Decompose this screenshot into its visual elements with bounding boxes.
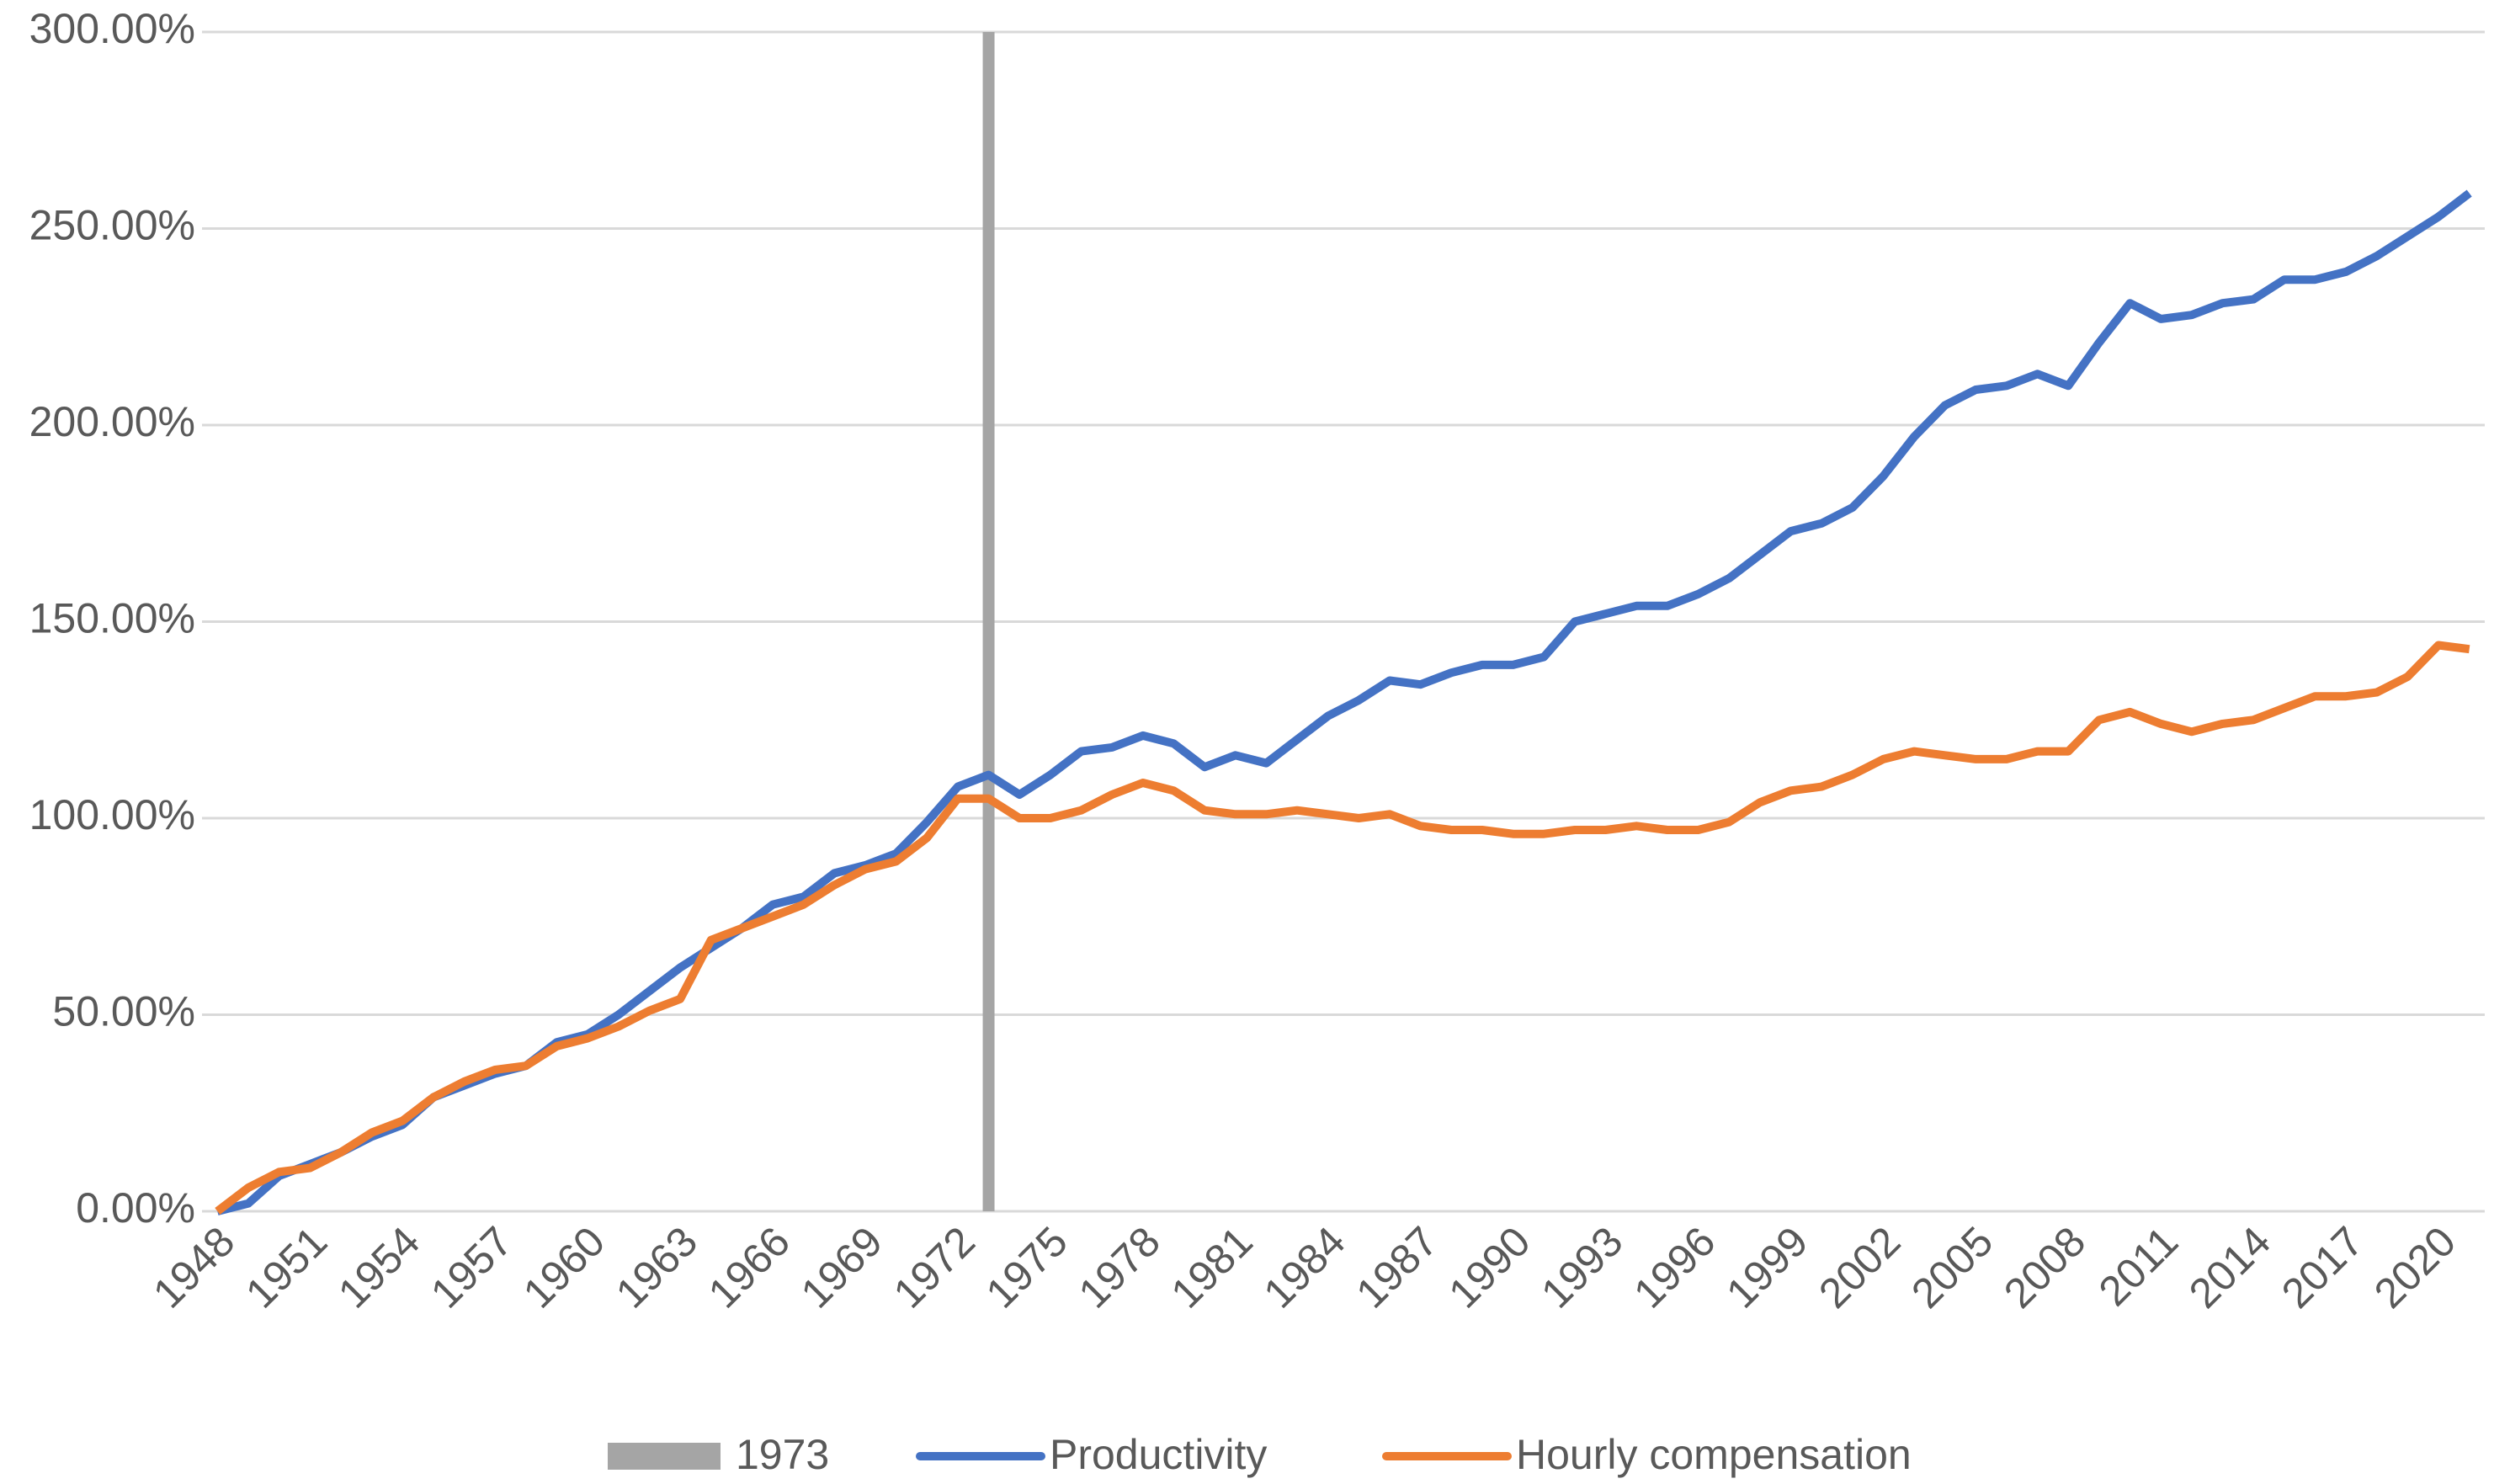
x-tick-label: 1990 [1439,1218,1539,1317]
x-tick-label: 1960 [514,1218,614,1317]
x-tick-label: 2005 [1902,1218,2002,1317]
y-tick-label: 150.00% [29,595,195,642]
x-tick-label: 1978 [1070,1218,1169,1317]
line-series [215,641,2470,1215]
x-tick-label: 1951 [237,1218,336,1317]
x-tick-label: 1966 [699,1218,799,1317]
x-tick-label: 1957 [422,1218,521,1317]
x-tick-label: 2011 [2090,1218,2188,1316]
legend-label: Productivity [1050,1431,1267,1478]
x-tick-label: 2008 [1995,1218,2094,1317]
x-tick-label: 1999 [1717,1218,1816,1317]
y-tick-label: 200.00% [29,398,195,445]
x-tick-label: 1987 [1347,1218,1446,1317]
x-tick-label: 2020 [2365,1218,2465,1317]
y-tick-label: 300.00% [29,5,195,52]
y-tick-label: 100.00% [29,791,195,838]
x-tick-label: 1963 [607,1218,706,1317]
x-tick-label: 1948 [144,1218,243,1317]
y-tick-label: 50.00% [52,988,195,1035]
x-tick-label: 1993 [1532,1218,1631,1317]
x-tick-label: 1975 [977,1218,1077,1317]
x-tick-label: 1981 [1162,1218,1262,1317]
legend-label: Hourly compensation [1516,1431,1912,1478]
y-tick-label: 0.00% [76,1184,195,1231]
x-tick-label: 1996 [1625,1218,1724,1317]
x-tick-label: 2014 [2180,1218,2279,1317]
bar [982,32,995,1211]
x-tick-label: 2017 [2273,1218,2372,1317]
y-tick-label: 250.00% [29,202,195,249]
line-series [216,189,2472,1215]
x-tick-label: 1972 [885,1218,984,1317]
legend-label: 1973 [736,1431,829,1478]
x-tick-label: 1969 [792,1218,891,1317]
legend-swatch [608,1443,721,1470]
x-tick-label: 1954 [329,1218,428,1317]
x-tick-label: 1984 [1255,1218,1354,1317]
x-tick-label: 2002 [1810,1218,1909,1317]
